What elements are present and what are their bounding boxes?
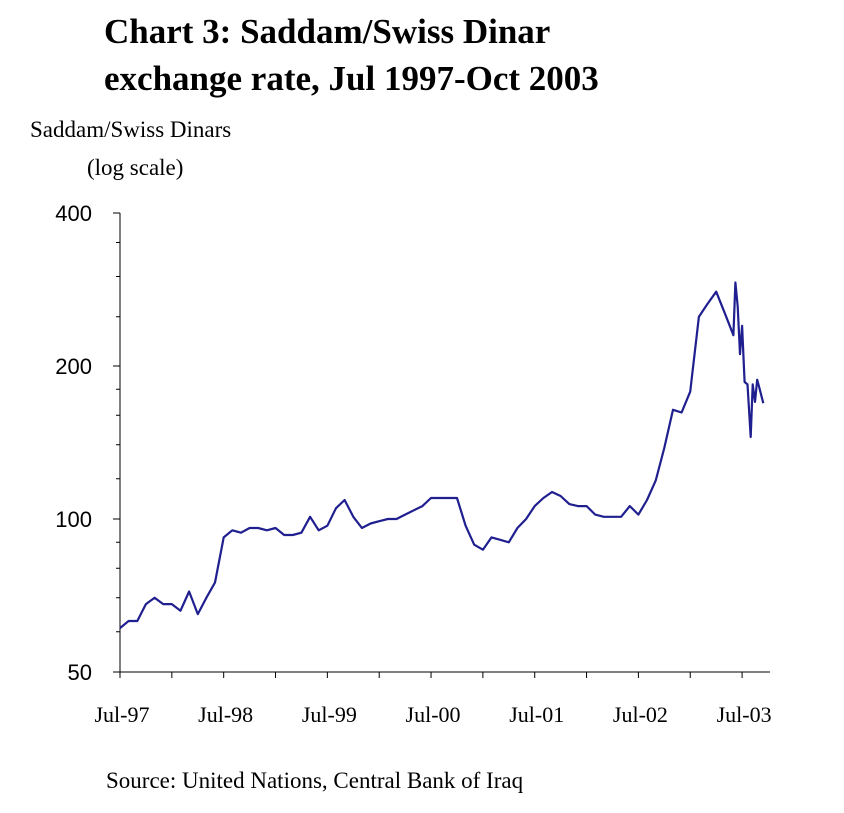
series-group	[119, 281, 765, 629]
chart-title-line2: exchange rate, Jul 1997-Oct 2003	[104, 59, 599, 98]
y-tick-label: 200	[55, 354, 92, 379]
x-tick-label: Jul-01	[509, 702, 564, 727]
x-tick-label: Jul-02	[613, 702, 668, 727]
chart-title-line1: Chart 3: Saddam/Swiss Dinar	[104, 12, 551, 51]
axes	[119, 213, 770, 673]
x-tick-label: Jul-97	[95, 702, 150, 727]
source-note: Source: United Nations, Central Bank of …	[106, 768, 524, 793]
x-tick-label: Jul-00	[406, 702, 461, 727]
x-tick-label: Jul-03	[717, 702, 772, 727]
y-ticks: 50 100 200 400	[55, 201, 120, 685]
y-tick-label: 100	[55, 507, 92, 532]
x-tick-label: Jul-99	[302, 702, 357, 727]
x-tick-label: Jul-98	[198, 702, 253, 727]
y-tick-label: 400	[55, 201, 92, 226]
y-axis-label: Saddam/Swiss Dinars	[30, 117, 232, 142]
chart-title: Chart 3: Saddam/Swiss Dinar exchange rat…	[104, 8, 804, 102]
y-tick-label: 50	[68, 660, 92, 685]
y-axis-scale-note: (log scale)	[87, 155, 184, 180]
x-ticks: Jul-97 Jul-98 Jul-99 Jul-00 Jul-01 Jul-02 Jul-…	[95, 672, 772, 727]
series-line	[119, 281, 765, 629]
